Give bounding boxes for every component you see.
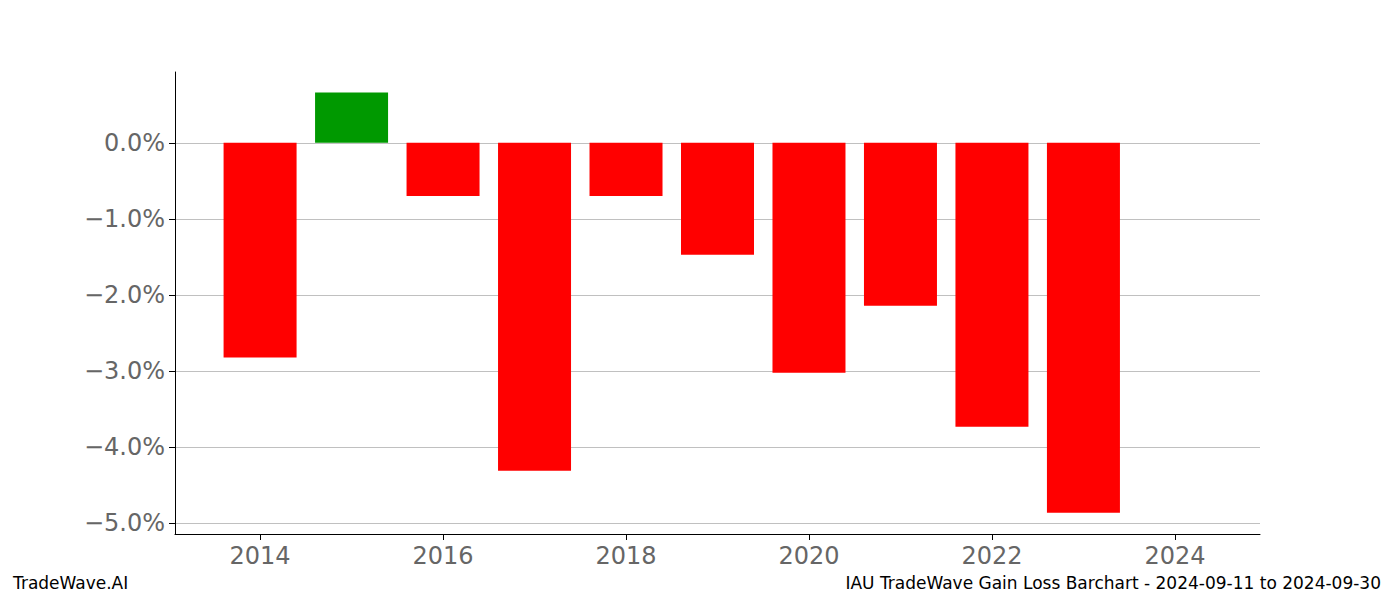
svg-text:−1.0%: −1.0% [84,205,165,233]
svg-text:−3.0%: −3.0% [84,357,165,385]
svg-text:2014: 2014 [230,542,291,570]
svg-text:IAU TradeWave Gain Loss Barcha: IAU TradeWave Gain Loss Barchart - 2024-… [845,573,1381,593]
svg-text:2016: 2016 [413,542,474,570]
svg-text:2022: 2022 [961,542,1022,570]
svg-text:2024: 2024 [1144,542,1205,570]
svg-text:2018: 2018 [595,542,656,570]
svg-text:−4.0%: −4.0% [84,433,165,461]
svg-text:−5.0%: −5.0% [84,509,165,537]
svg-text:2020: 2020 [778,542,839,570]
svg-text:0.0%: 0.0% [104,129,165,157]
svg-text:−2.0%: −2.0% [84,281,165,309]
svg-text:TradeWave.AI: TradeWave.AI [12,573,128,593]
